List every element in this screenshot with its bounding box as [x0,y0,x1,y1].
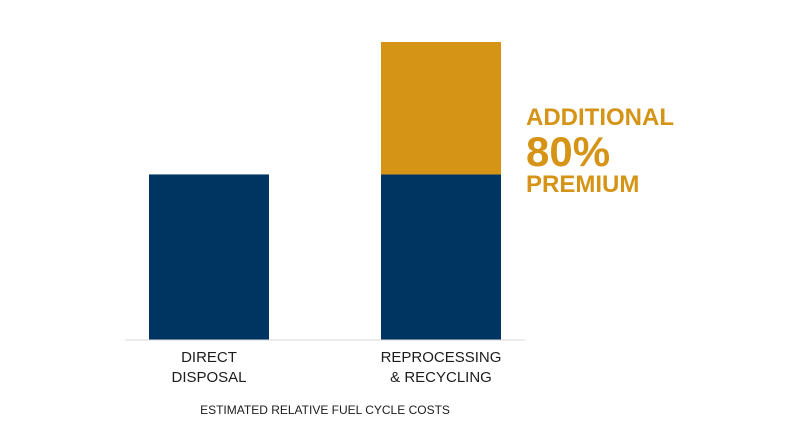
premium-annotation: ADDITIONAL 80% PREMIUM [526,104,674,198]
bars [149,42,501,340]
annotation-line-1: ADDITIONAL [526,104,674,131]
bar-1-segment-1 [149,174,269,340]
bar-2-segment-1 [381,174,501,340]
category-labels: DIRECT DISPOSAL REPROCESSING & RECYCLING [171,349,501,386]
category-label-2-line-1: REPROCESSING [381,349,502,366]
annotation-line-3: PREMIUM [526,171,639,198]
category-label-1-line-2: DISPOSAL [171,369,246,386]
category-label-2-line-2: & RECYCLING [390,369,492,386]
category-label-1-line-1: DIRECT [181,349,237,366]
annotation-line-2: 80% [526,128,610,175]
bar-2-segment-2 [381,42,501,175]
x-axis-label: ESTIMATED RELATIVE FUEL CYCLE COSTS [200,403,450,417]
